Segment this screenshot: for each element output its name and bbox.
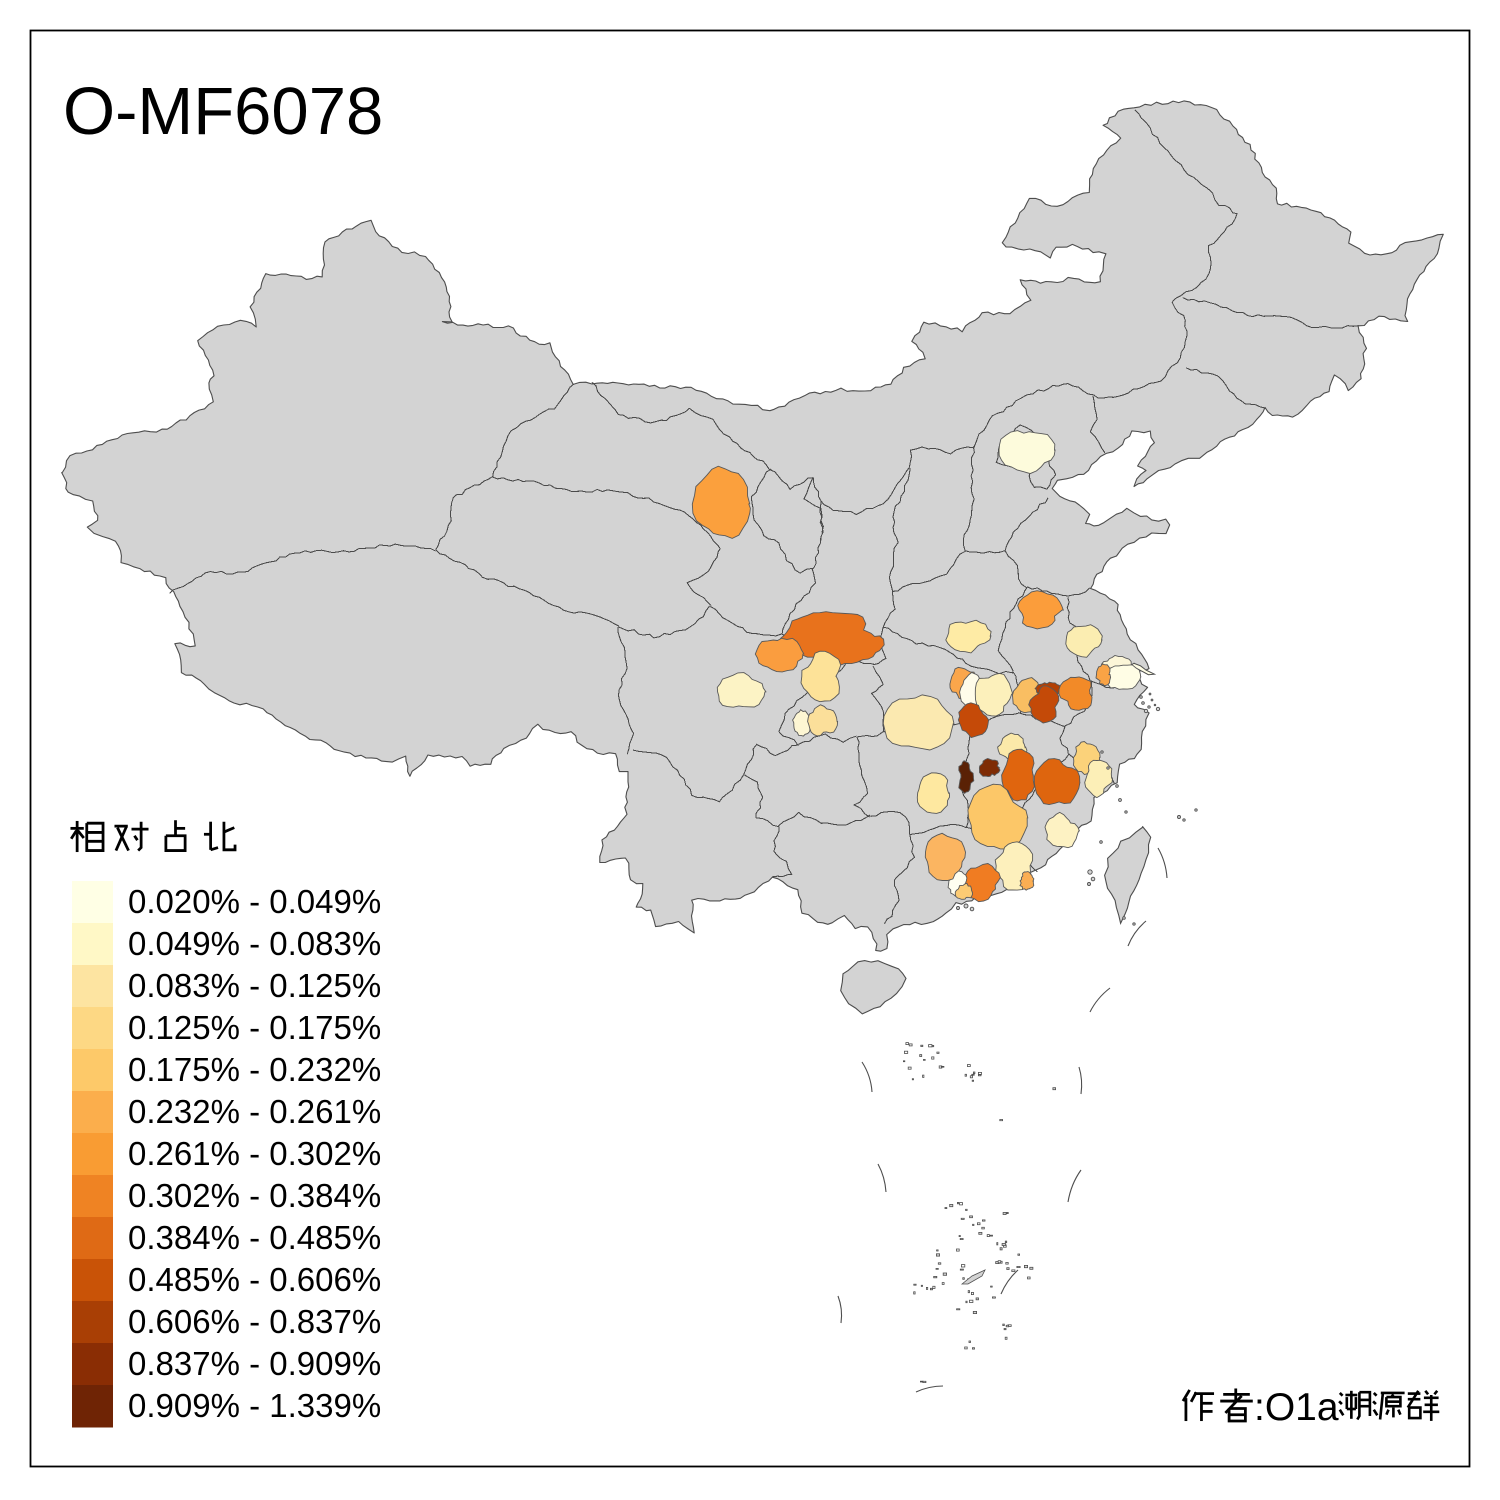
svg-text:0.049% - 0.083%: 0.049% - 0.083% (128, 925, 381, 962)
svg-text:0.232% - 0.261%: 0.232% - 0.261% (128, 1093, 381, 1130)
svg-text:0.125% - 0.175%: 0.125% - 0.175% (128, 1009, 381, 1046)
svg-text:0.384% - 0.485%: 0.384% - 0.485% (128, 1219, 381, 1256)
svg-text:0.485% - 0.606%: 0.485% - 0.606% (128, 1261, 381, 1298)
svg-text:0.302% - 0.384%: 0.302% - 0.384% (128, 1177, 381, 1214)
svg-text:0.606% - 0.837%: 0.606% - 0.837% (128, 1303, 381, 1340)
svg-text:O-MF6078: O-MF6078 (63, 74, 383, 149)
svg-text:0.020% - 0.049%: 0.020% - 0.049% (128, 883, 381, 920)
svg-text:0.175% - 0.232%: 0.175% - 0.232% (128, 1051, 381, 1088)
svg-text:0.083% - 0.125%: 0.083% - 0.125% (128, 967, 381, 1004)
svg-text:0.261% - 0.302%: 0.261% - 0.302% (128, 1135, 381, 1172)
svg-text:0.837% - 0.909%: 0.837% - 0.909% (128, 1345, 381, 1382)
svg-text::O1a: :O1a (1254, 1386, 1339, 1429)
svg-text:0.909% - 1.339%: 0.909% - 1.339% (128, 1387, 381, 1424)
